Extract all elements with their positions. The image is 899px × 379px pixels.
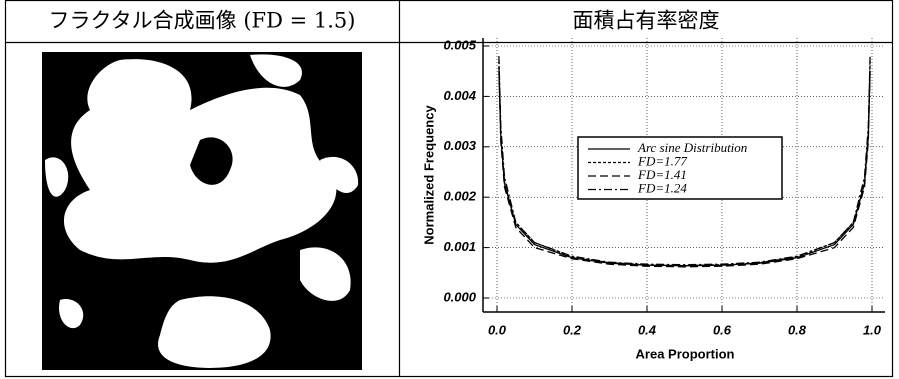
- x-tick-label: 0.6: [713, 322, 732, 337]
- x-tick-label: 1.0: [863, 322, 882, 337]
- y-tick-label: 0.005: [443, 37, 476, 52]
- figure-table: フラクタル合成画像 (FD = 1.5) 面積占有率密度 0.000 0.001 0…: [0, 0, 899, 379]
- fractal-image: [42, 52, 362, 370]
- header-right: 面積占有率密度: [573, 9, 720, 33]
- page: フラクタル合成画像 (FD = 1.5) 面積占有率密度 0.000 0.001 0…: [0, 0, 899, 379]
- x-tick-label: 0.0: [488, 322, 507, 337]
- x-axis-title: Area Proportion: [636, 346, 735, 361]
- x-tick-label: 0.4: [638, 322, 657, 337]
- y-axis-title: Normalized Frequency: [421, 105, 436, 245]
- y-tick-label: 0.003: [443, 138, 476, 153]
- legend-label: FD=1.24: [637, 180, 687, 195]
- y-tick-label: 0.004: [443, 88, 476, 103]
- header-left: フラクタル合成画像 (FD = 1.5): [49, 9, 356, 33]
- y-tick-label: 0.002: [443, 189, 476, 204]
- y-tick-label: 0.000: [443, 289, 476, 304]
- x-tick-label: 0.2: [563, 322, 582, 337]
- y-tick-label: 0.001: [443, 239, 476, 254]
- x-tick-label: 0.8: [788, 322, 807, 337]
